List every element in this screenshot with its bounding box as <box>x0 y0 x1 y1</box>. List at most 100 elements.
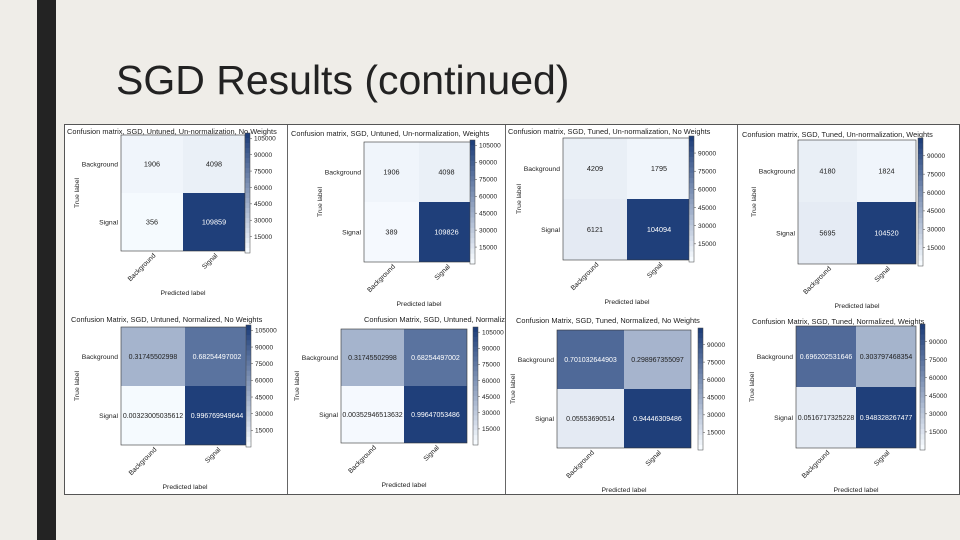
matrix-cell <box>364 202 419 262</box>
cell-value-label: 0.00323005035612 <box>123 413 183 420</box>
colorbar-segment <box>470 212 475 218</box>
colorbar-segment <box>245 248 250 254</box>
x-axis-label: Predicted label <box>163 484 208 491</box>
colorbar-segment <box>470 165 475 172</box>
colorbar-segment <box>245 163 250 169</box>
colorbar-segment <box>918 143 923 150</box>
colorbar-tick-label: 30000 <box>255 411 273 418</box>
matrix-cell <box>557 389 624 448</box>
colorbar-segment <box>918 202 923 208</box>
colorbar-tick-label: 105000 <box>482 329 504 336</box>
colorbar-segment <box>246 355 251 362</box>
colorbar-segment <box>245 188 250 194</box>
colorbar-segment <box>246 325 251 331</box>
colorbar-segment <box>698 343 703 349</box>
colorbar-segment <box>918 234 923 240</box>
x-tick-label: Background <box>128 446 159 477</box>
colorbar-segment <box>473 371 478 377</box>
colorbar-segment <box>918 186 923 192</box>
colorbar-tick-label: 30000 <box>482 410 500 417</box>
colorbar-segment <box>473 341 478 348</box>
colorbar-segment <box>698 419 703 426</box>
colorbar-segment <box>470 222 475 229</box>
x-axis-label: Predicted label <box>835 303 880 310</box>
colorbar-segment <box>473 395 478 402</box>
colorbar-tick-label: 75000 <box>929 357 947 364</box>
colorbar-tick-label: 45000 <box>255 394 273 401</box>
colorbar-segment <box>918 159 923 166</box>
colorbar-segment <box>245 198 250 204</box>
colorbar-segment <box>245 168 250 174</box>
colorbar-segment <box>473 356 478 362</box>
colorbar-segment <box>245 148 250 154</box>
colorbar-segment <box>689 178 694 184</box>
colorbar-segment <box>698 429 703 436</box>
colorbar-segment <box>473 425 478 431</box>
colorbar-segment <box>918 180 923 187</box>
matrix-cell <box>624 330 691 389</box>
x-tick-label: Signal <box>645 449 664 468</box>
colorbar-segment <box>470 243 475 249</box>
x-tick-label: Background <box>366 263 397 294</box>
colorbar-segment <box>698 439 703 446</box>
colorbar-segment <box>920 381 925 388</box>
matrix-cell <box>121 193 183 251</box>
colorbar-segment <box>470 160 475 167</box>
colorbar-tick-label: 30000 <box>698 223 716 230</box>
colorbar-segment <box>246 345 251 351</box>
colorbar-segment <box>245 178 250 184</box>
cell-value-label: 0.948328267477 <box>860 415 913 422</box>
colorbar-segment <box>473 415 478 421</box>
cell-value-label: 0.05553690514 <box>566 416 615 423</box>
cell-value-label: 1795 <box>651 164 667 173</box>
colorbar-segment <box>698 363 703 370</box>
colorbar-tick-label: 60000 <box>482 378 500 385</box>
colorbar-segment <box>918 196 923 203</box>
colorbar-segment <box>698 414 703 420</box>
colorbar-segment <box>918 218 923 224</box>
colorbar-segment <box>698 333 703 339</box>
colorbar-frame <box>697 327 704 451</box>
matrix-cell <box>796 326 856 387</box>
slide-title: SGD Results (continued) <box>116 57 570 103</box>
y-tick-label: Signal <box>541 227 560 234</box>
colorbar-segment <box>245 228 250 234</box>
cell-value-label: 104520 <box>874 229 898 238</box>
colorbar-segment <box>245 218 250 224</box>
colorbar-segment <box>246 396 251 402</box>
colorbar-segment <box>689 183 694 189</box>
y-tick-label: Background <box>302 355 338 362</box>
colorbar-segment <box>918 250 923 256</box>
cell-value-label: 104094 <box>647 225 671 234</box>
colorbar-segment <box>470 181 475 187</box>
colorbar-frame <box>244 132 251 254</box>
left-accent-bar <box>37 0 56 540</box>
x-tick-label: Signal <box>201 252 220 271</box>
matrix-cell <box>563 199 627 260</box>
colorbar-segment <box>689 141 694 147</box>
cell-value-label: 4098 <box>438 168 454 177</box>
colorbar-segment <box>689 225 694 231</box>
colorbar-segment <box>470 238 475 244</box>
x-tick-label: Signal <box>873 449 892 468</box>
colorbar-segment <box>698 409 703 415</box>
colorbar-tick-label: 75000 <box>927 171 945 178</box>
colorbar-segment <box>698 389 703 395</box>
colorbar-segment <box>473 366 478 372</box>
matrix-cell <box>121 386 185 445</box>
colorbar-tick-label: 45000 <box>482 394 500 401</box>
colorbar-segment <box>246 370 251 377</box>
cell-value-label: 0.99647053486 <box>411 412 460 419</box>
colorbar-segment <box>918 164 923 171</box>
colorbar-segment <box>920 429 925 435</box>
matrix-cell <box>798 140 857 202</box>
y-tick-label: Signal <box>319 412 338 419</box>
chart-title: Confusion Matrix, SGD, Tuned, Normalized… <box>752 317 925 326</box>
colorbar-tick-label: 30000 <box>254 218 272 225</box>
colorbar-segment <box>470 191 475 198</box>
colorbar-segment <box>245 183 250 189</box>
matrix-cell <box>419 202 474 262</box>
cell-value-label: 4180 <box>819 167 835 176</box>
chart-title: Confusion Matrix, SGD, Tuned, Normalized… <box>516 316 700 325</box>
colorbar-tick-label: 60000 <box>254 185 272 192</box>
